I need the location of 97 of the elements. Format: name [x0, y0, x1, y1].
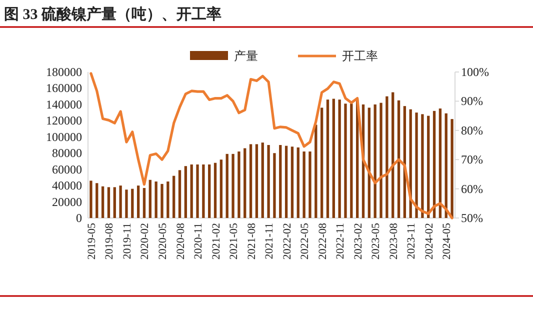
bar — [208, 164, 211, 218]
bar — [255, 144, 258, 218]
x-tick-label: 2020-05 — [156, 222, 169, 260]
x-tick-label: 2022-05 — [299, 222, 312, 260]
y-tick-label: 20000 — [52, 194, 82, 209]
y-tick-label: 120000 — [46, 114, 82, 128]
bar — [261, 142, 264, 218]
x-tick-label: 2021-02 — [210, 223, 222, 260]
bar — [178, 170, 182, 218]
x-tick-label: 2021-11 — [264, 223, 276, 260]
y2-tick-label: 100% — [461, 65, 489, 79]
bar — [273, 153, 276, 218]
y-tick-label: 180000 — [46, 65, 82, 79]
bar — [249, 144, 252, 218]
y2-tick-label: 80% — [461, 123, 483, 138]
x-tick-label: 2019-08 — [104, 222, 116, 260]
x-tick-label: 2024-02 — [423, 223, 436, 260]
y-tick-label: 100000 — [46, 130, 82, 144]
bar — [160, 184, 164, 218]
bar — [142, 188, 146, 218]
bar — [380, 102, 382, 218]
bar — [296, 147, 300, 218]
x-tick-label: 2019-11 — [121, 223, 134, 260]
bar — [172, 176, 176, 218]
bar — [113, 187, 116, 218]
x-tick-label: 2020-11 — [192, 223, 205, 260]
y-tick-label: 140000 — [46, 97, 82, 112]
x-tick-label: 2023-08 — [388, 222, 400, 260]
bar — [350, 104, 353, 218]
bar — [415, 112, 418, 218]
bar — [438, 108, 442, 218]
x-tick-label: 2020-08 — [174, 222, 187, 260]
bar — [432, 110, 436, 218]
bar — [314, 124, 318, 218]
x-tick-label: 2022-08 — [316, 222, 329, 260]
bar — [220, 160, 223, 218]
bar — [232, 154, 234, 218]
bar — [279, 145, 282, 218]
chart-title: 图 33 硫酸镍产量（吨）、开工率 — [4, 5, 222, 23]
bar — [284, 146, 288, 218]
bar — [344, 104, 347, 218]
bar — [332, 98, 335, 218]
y-tick-label: 40000 — [52, 178, 82, 193]
bar — [202, 164, 205, 218]
bar — [166, 182, 170, 218]
bar — [302, 151, 306, 218]
bar — [290, 146, 294, 218]
y2-tick-label: 70% — [461, 152, 483, 167]
x-tick-label: 2024-05 — [441, 222, 454, 260]
y-tick-label: 0 — [76, 211, 82, 225]
bar — [244, 148, 246, 218]
x-tick-label: 2020-02 — [139, 223, 152, 260]
bar — [308, 151, 312, 218]
bar — [450, 119, 454, 218]
x-tick-label: 2023-05 — [370, 222, 382, 260]
y-tick-label: 60000 — [52, 162, 82, 176]
y2-tick-label: 60% — [461, 182, 483, 196]
bar — [397, 100, 400, 218]
bar — [374, 104, 376, 218]
x-tick-label: 2022-11 — [334, 223, 347, 260]
bar — [136, 186, 140, 218]
y-tick-label: 80000 — [52, 146, 82, 160]
bar — [148, 180, 152, 218]
bar — [154, 182, 158, 218]
x-tick-label: 2022-02 — [281, 223, 294, 260]
legend-label: 产量 — [234, 49, 258, 63]
bar — [267, 145, 270, 218]
bar — [421, 114, 424, 218]
x-tick-label: 2021-08 — [246, 222, 258, 260]
bar — [320, 108, 324, 218]
x-tick-label: 2023-02 — [352, 223, 364, 260]
bar — [90, 180, 92, 218]
legend-label: 开工率 — [342, 49, 378, 63]
y2-tick-label: 90% — [461, 94, 483, 108]
bar — [326, 100, 330, 218]
x-tick-label: 2023-11 — [406, 223, 418, 260]
bar — [101, 186, 104, 218]
y-tick-label: 160000 — [46, 81, 82, 96]
bar — [96, 183, 98, 218]
bar — [125, 190, 128, 218]
x-tick-label: 2021-05 — [228, 222, 240, 260]
bar — [119, 186, 122, 218]
bar — [338, 100, 341, 218]
bar — [190, 164, 193, 218]
bar — [107, 187, 110, 218]
x-tick-label: 2019-05 — [86, 222, 98, 260]
bar — [427, 116, 430, 218]
y2-tick-label: 50% — [461, 211, 483, 225]
bar — [238, 151, 240, 218]
bar — [386, 96, 388, 218]
bar — [214, 162, 217, 218]
bar — [184, 166, 187, 218]
bar — [196, 164, 199, 218]
bar — [444, 113, 448, 218]
bar — [226, 154, 228, 218]
bar — [392, 92, 394, 218]
bar — [131, 188, 134, 218]
